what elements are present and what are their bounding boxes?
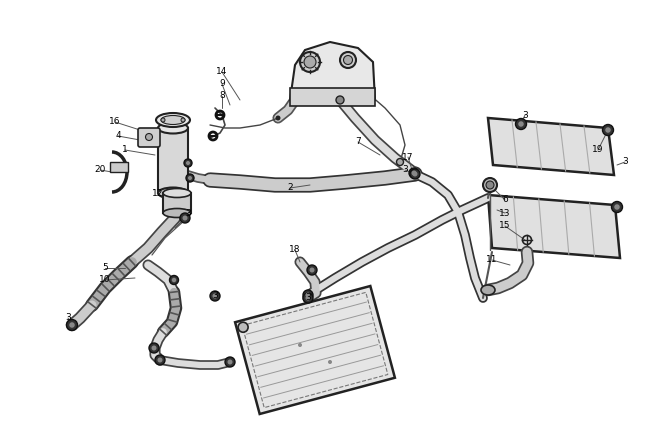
Text: 3: 3 <box>305 293 311 302</box>
Circle shape <box>210 291 220 301</box>
Circle shape <box>180 213 190 223</box>
Circle shape <box>306 293 311 297</box>
Circle shape <box>300 52 320 72</box>
Circle shape <box>612 202 623 212</box>
Circle shape <box>186 161 190 165</box>
Text: 18: 18 <box>289 245 301 254</box>
Text: 3: 3 <box>65 314 71 323</box>
Polygon shape <box>290 42 375 100</box>
Circle shape <box>614 204 619 210</box>
Text: 4: 4 <box>115 132 121 141</box>
Polygon shape <box>488 118 614 175</box>
Text: 2: 2 <box>287 184 292 193</box>
Text: 6: 6 <box>502 196 508 205</box>
Circle shape <box>307 265 317 275</box>
Circle shape <box>411 170 417 175</box>
Text: 9: 9 <box>219 79 225 88</box>
Circle shape <box>309 268 315 272</box>
Ellipse shape <box>163 188 191 197</box>
Text: 19: 19 <box>592 145 604 154</box>
Circle shape <box>303 293 313 303</box>
FancyBboxPatch shape <box>138 128 160 147</box>
Text: 20: 20 <box>94 166 106 175</box>
Circle shape <box>213 293 218 299</box>
Circle shape <box>66 320 77 330</box>
Circle shape <box>518 121 524 127</box>
Circle shape <box>161 118 165 122</box>
Circle shape <box>181 118 185 122</box>
Ellipse shape <box>161 115 185 124</box>
Text: 13: 13 <box>499 208 511 218</box>
Circle shape <box>515 118 526 130</box>
Circle shape <box>155 355 165 365</box>
Text: 7: 7 <box>355 138 361 146</box>
Text: 10: 10 <box>99 275 111 284</box>
Text: 5: 5 <box>102 263 108 272</box>
Text: 3: 3 <box>402 166 408 175</box>
Circle shape <box>157 357 162 363</box>
Circle shape <box>340 52 356 68</box>
Circle shape <box>227 360 233 365</box>
Circle shape <box>184 159 192 167</box>
Polygon shape <box>235 286 395 414</box>
Bar <box>158 128 188 193</box>
Text: 15: 15 <box>499 221 511 230</box>
Circle shape <box>186 174 194 182</box>
Ellipse shape <box>158 123 188 133</box>
Circle shape <box>172 278 176 282</box>
Text: 12: 12 <box>152 188 164 197</box>
Ellipse shape <box>163 208 191 218</box>
Circle shape <box>298 343 302 347</box>
Circle shape <box>304 56 316 68</box>
Circle shape <box>306 296 311 300</box>
Circle shape <box>483 178 497 192</box>
Circle shape <box>238 322 248 332</box>
Circle shape <box>183 215 187 221</box>
Circle shape <box>409 168 419 178</box>
Circle shape <box>343 55 352 64</box>
Text: 8: 8 <box>219 91 225 100</box>
Circle shape <box>303 290 313 300</box>
Text: 1: 1 <box>122 145 128 154</box>
Circle shape <box>170 275 179 284</box>
Circle shape <box>188 176 192 180</box>
Text: 17: 17 <box>402 152 414 161</box>
Text: 14: 14 <box>216 67 228 76</box>
Bar <box>110 162 128 172</box>
Polygon shape <box>488 195 620 258</box>
Circle shape <box>149 343 159 353</box>
Ellipse shape <box>158 187 188 199</box>
Circle shape <box>410 169 420 179</box>
Text: 3: 3 <box>212 290 218 299</box>
Ellipse shape <box>481 285 495 295</box>
Circle shape <box>328 360 332 364</box>
Circle shape <box>603 124 614 136</box>
Circle shape <box>336 96 344 104</box>
Text: 3: 3 <box>185 208 191 218</box>
Circle shape <box>276 115 281 121</box>
Circle shape <box>486 181 494 189</box>
Text: 3: 3 <box>622 157 628 166</box>
Text: 3: 3 <box>522 111 528 120</box>
Ellipse shape <box>156 113 190 127</box>
Circle shape <box>396 158 404 166</box>
Circle shape <box>225 357 235 367</box>
Text: 11: 11 <box>486 256 498 265</box>
Circle shape <box>605 127 611 133</box>
Bar <box>290 88 375 106</box>
Bar <box>163 193 191 213</box>
Circle shape <box>146 133 153 141</box>
Circle shape <box>413 172 417 176</box>
Circle shape <box>70 322 75 328</box>
Text: 16: 16 <box>109 118 121 127</box>
Circle shape <box>151 345 157 350</box>
